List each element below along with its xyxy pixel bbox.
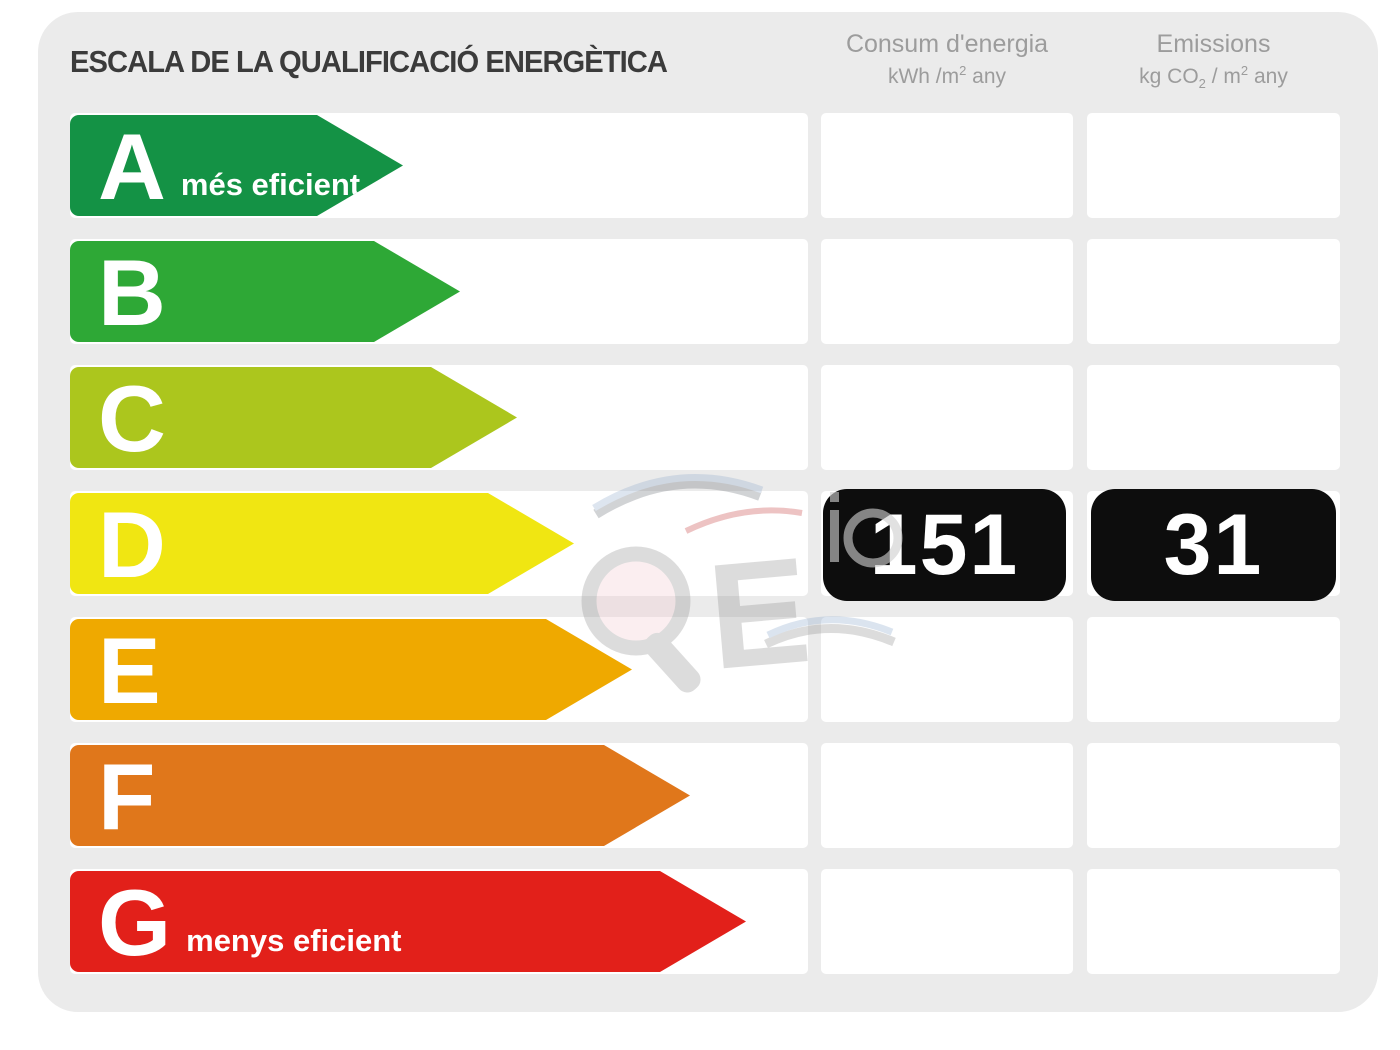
emissions-cell bbox=[1087, 365, 1340, 470]
consum-cell bbox=[821, 113, 1073, 218]
emissions-header-line1: Emissions bbox=[1156, 30, 1271, 58]
rating-letter: F bbox=[98, 744, 156, 849]
consum-cell bbox=[821, 743, 1073, 848]
consum-header-line1: Consum d'energia bbox=[845, 30, 1049, 58]
rating-arrow-d: D bbox=[70, 493, 574, 594]
rating-arrow-f: F bbox=[70, 745, 690, 846]
consum-value-badge: 151 bbox=[823, 489, 1066, 601]
rating-letter: C bbox=[98, 366, 166, 471]
rating-letter: D bbox=[98, 492, 166, 597]
consum-value: 151 bbox=[869, 496, 1020, 593]
consum-cell bbox=[821, 617, 1073, 722]
rating-label: més eficient bbox=[180, 167, 361, 202]
emissions-cell bbox=[1087, 617, 1340, 722]
rating-row-a: A més eficient bbox=[0, 113, 1400, 218]
emissions-cell bbox=[1087, 239, 1340, 344]
rating-row-e: E bbox=[0, 617, 1400, 722]
emissions-column-header: Emissions kg CO2 / m2 any bbox=[1087, 26, 1340, 94]
page-title: ESCALA DE LA QUALIFICACIÓ ENERGÈTICA bbox=[70, 44, 668, 79]
rating-letter: G bbox=[98, 870, 172, 975]
rating-row-f: F bbox=[0, 743, 1400, 848]
rating-row-g: G menys eficient bbox=[0, 869, 1400, 974]
rating-label: menys eficient bbox=[186, 923, 402, 958]
rating-row-b: B bbox=[0, 239, 1400, 344]
rating-arrow-b: B bbox=[70, 241, 460, 342]
emissions-cell bbox=[1087, 869, 1340, 974]
rating-letter: A bbox=[98, 114, 166, 219]
consum-cell bbox=[821, 239, 1073, 344]
rating-arrow-c: C bbox=[70, 367, 517, 468]
emissions-header-units: kg CO2 / m2 any bbox=[1139, 63, 1288, 92]
emissions-value-badge: 31 bbox=[1091, 489, 1336, 601]
emissions-value: 31 bbox=[1163, 496, 1264, 593]
consum-column-header: Consum d'energia kWh /m2 any bbox=[821, 26, 1073, 93]
consum-cell bbox=[821, 365, 1073, 470]
rating-row-c: C bbox=[0, 365, 1400, 470]
consum-header-units: kWh /m2 any bbox=[887, 63, 1007, 89]
rating-letter: B bbox=[98, 240, 166, 345]
rating-arrow-e: E bbox=[70, 619, 632, 720]
rating-letter: E bbox=[98, 618, 161, 723]
rating-arrow-g: G menys eficient bbox=[70, 871, 746, 972]
consum-cell bbox=[821, 869, 1073, 974]
emissions-cell bbox=[1087, 743, 1340, 848]
emissions-cell bbox=[1087, 113, 1340, 218]
